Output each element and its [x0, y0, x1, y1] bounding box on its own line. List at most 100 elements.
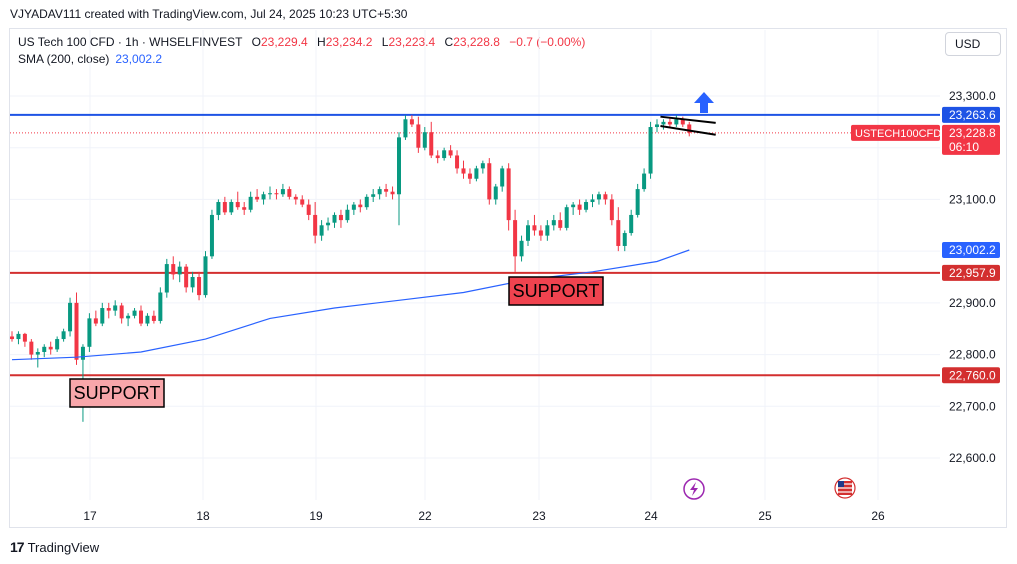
currency-button[interactable]: USD [945, 32, 1001, 56]
candle-body [596, 194, 601, 200]
open-label: O [251, 35, 261, 49]
candle-body [42, 346, 47, 352]
flag-lower-line [660, 125, 716, 136]
candle-body [74, 302, 79, 360]
candle-body [467, 173, 472, 179]
low-value: 23,223.4 [388, 35, 436, 49]
us-flag-icon[interactable] [834, 477, 856, 499]
price-tag-label: 22,760.0 [949, 368, 996, 382]
candle-body [616, 220, 621, 246]
candle-body [429, 132, 434, 156]
flag-pattern [660, 115, 716, 136]
x-tick-label: 23 [532, 509, 546, 523]
support-label: SUPPORT [69, 378, 165, 408]
sma-legend[interactable]: SMA (200, close) 23,002.2 [18, 52, 162, 66]
candle-body [506, 168, 511, 221]
candle-body [655, 124, 659, 128]
candle-body [93, 318, 98, 324]
sma-line [11, 249, 690, 361]
candle-body [461, 168, 466, 174]
candle-body [532, 225, 537, 231]
high-value: 23,234.2 [325, 35, 373, 49]
candle-body [242, 207, 247, 210]
candle-body [100, 308, 105, 324]
candle-body [390, 191, 395, 195]
candle-body [16, 333, 21, 340]
price-tag-box [942, 124, 1000, 155]
candle-body [306, 204, 311, 215]
price-tag-box [942, 367, 1000, 384]
x-tick-label: 22 [418, 509, 432, 523]
x-tick-label: 26 [871, 509, 885, 523]
candle-body [377, 189, 382, 195]
candle-body [300, 199, 305, 205]
price-tag-box [942, 264, 1000, 281]
candle-body [48, 346, 53, 350]
lightning-event-icon[interactable] [683, 478, 705, 500]
candle-body [519, 240, 524, 257]
candle-body [364, 196, 369, 208]
sma-label[interactable]: SMA (200, close) [18, 52, 110, 66]
candle-body [222, 202, 227, 213]
x-tick-label: 25 [758, 509, 772, 523]
countdown-label: 06:10 [949, 140, 979, 154]
candle-body [319, 225, 324, 236]
candle-body [87, 318, 92, 347]
price-tag-label: 23,263.6 [949, 108, 996, 122]
candle-body [564, 207, 569, 228]
x-tick-label: 17 [83, 509, 97, 523]
candle-body [571, 204, 576, 208]
candle-body [119, 305, 124, 319]
candle-body [584, 202, 589, 210]
candle-body [397, 137, 401, 195]
candle-body [384, 189, 389, 192]
candle-body [132, 310, 137, 316]
tradingview-footer[interactable]: 17 TradingView [10, 539, 99, 555]
close-value: 23,228.8 [453, 35, 500, 49]
candle-body [106, 308, 111, 311]
chart-frame [9, 28, 1007, 528]
flag-upper-line [660, 115, 716, 124]
time-axis[interactable]: 17 18 19 22 23 24 25 26 [83, 509, 885, 523]
candle-body [35, 351, 40, 355]
candle-body [545, 225, 550, 236]
support-label-text: SUPPORT [513, 281, 600, 301]
candle-body [648, 127, 653, 174]
grid-lines [10, 30, 940, 500]
low-label: L [381, 35, 389, 49]
symbol-tag-label: USTECH100CFD [855, 128, 941, 140]
candle-body [235, 202, 240, 208]
high-label: H [317, 35, 326, 49]
horizontal-levels [10, 113, 940, 377]
candle-body [687, 124, 692, 133]
candle-body [474, 168, 479, 179]
candle-body [293, 196, 298, 200]
candle-body [435, 155, 440, 159]
candle-body [55, 339, 60, 350]
candle-body [480, 163, 485, 169]
x-tick-label: 18 [196, 509, 210, 523]
candle-body [351, 204, 356, 210]
candle-body [661, 121, 666, 125]
symbol-name[interactable]: US Tech 100 CFD · 1h · WHSELFINVEST [18, 35, 243, 49]
up-arrow-icon [694, 92, 714, 113]
candle-body [190, 277, 195, 288]
candle-body [590, 199, 595, 203]
symbol-legend[interactable]: US Tech 100 CFD · 1h · WHSELFINVEST O 23,… [18, 35, 585, 49]
candle-body [164, 264, 169, 293]
candle-body [500, 168, 505, 187]
y-tick-label: 22,800.0 [949, 348, 996, 362]
candle-body [442, 150, 447, 159]
price-axis[interactable]: 23,300.0 23,100.0 22,900.0 22,800.0 22,700.0… [949, 89, 996, 465]
candle-body [145, 315, 150, 324]
candle-body [642, 173, 647, 190]
candle-body [22, 333, 27, 342]
candle-body [338, 214, 343, 221]
y-tick-label: 23,300.0 [949, 89, 996, 103]
candle-body [255, 196, 260, 200]
candle-body [248, 196, 253, 210]
candle-body [422, 132, 427, 148]
y-tick-label: 22,600.0 [949, 451, 996, 465]
price-tag-box [942, 242, 1000, 259]
